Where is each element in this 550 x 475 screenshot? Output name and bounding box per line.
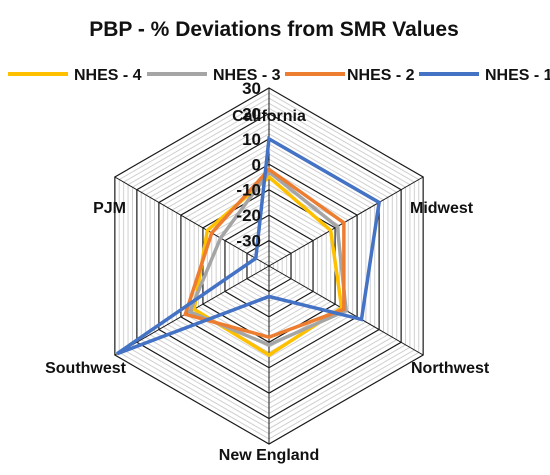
legend-label: NHES - 3 — [213, 67, 281, 84]
tick-label: -20 — [236, 206, 261, 225]
category-label-midwest: Midwest — [410, 200, 474, 217]
series-nhes-1 — [116, 136, 382, 356]
tick-label: 10 — [242, 130, 261, 149]
legend-item-nhes-3: NHES - 3 — [147, 67, 281, 84]
tick-label: 20 — [242, 104, 261, 123]
category-labels: California Midwest Northwest New England Sou… — [45, 108, 490, 464]
series-nhes-2 — [183, 167, 346, 340]
series-nhes-4 — [192, 174, 344, 358]
category-label-new-england: New England — [219, 447, 319, 464]
legend-item-nhes-4: NHES - 4 — [8, 67, 142, 84]
tick-label: -30 — [236, 232, 261, 251]
legend-label: NHES - 2 — [347, 67, 415, 84]
spoke-midwest — [268, 176, 424, 267]
legend-label: NHES - 4 — [74, 67, 142, 84]
legend-label: NHES - 1 — [485, 67, 550, 84]
chart-title: PBP - % Deviations from SMR Values — [89, 18, 459, 41]
category-label-southwest: Southwest — [45, 360, 127, 377]
radial-tick-labels: 30 20 10 0 -10 -20 -30 — [236, 79, 261, 251]
legend-item-nhes-2: NHES - 2 — [285, 67, 415, 84]
tick-label: 0 — [252, 155, 261, 174]
tick-label: 30 — [242, 79, 261, 98]
category-label-pjm: PJM — [93, 200, 126, 217]
category-label-northwest: Northwest — [411, 360, 490, 377]
series-nhes-3 — [187, 169, 348, 347]
series-layer — [116, 136, 382, 358]
legend: NHES - 4 NHES - 3 NHES - 2 NHES - 1 — [8, 67, 550, 84]
tick-label: -10 — [236, 181, 261, 200]
legend-item-nhes-1: NHES - 1 — [419, 67, 550, 84]
category-label-california: California — [232, 108, 306, 125]
spoke-pjm — [114, 176, 270, 267]
